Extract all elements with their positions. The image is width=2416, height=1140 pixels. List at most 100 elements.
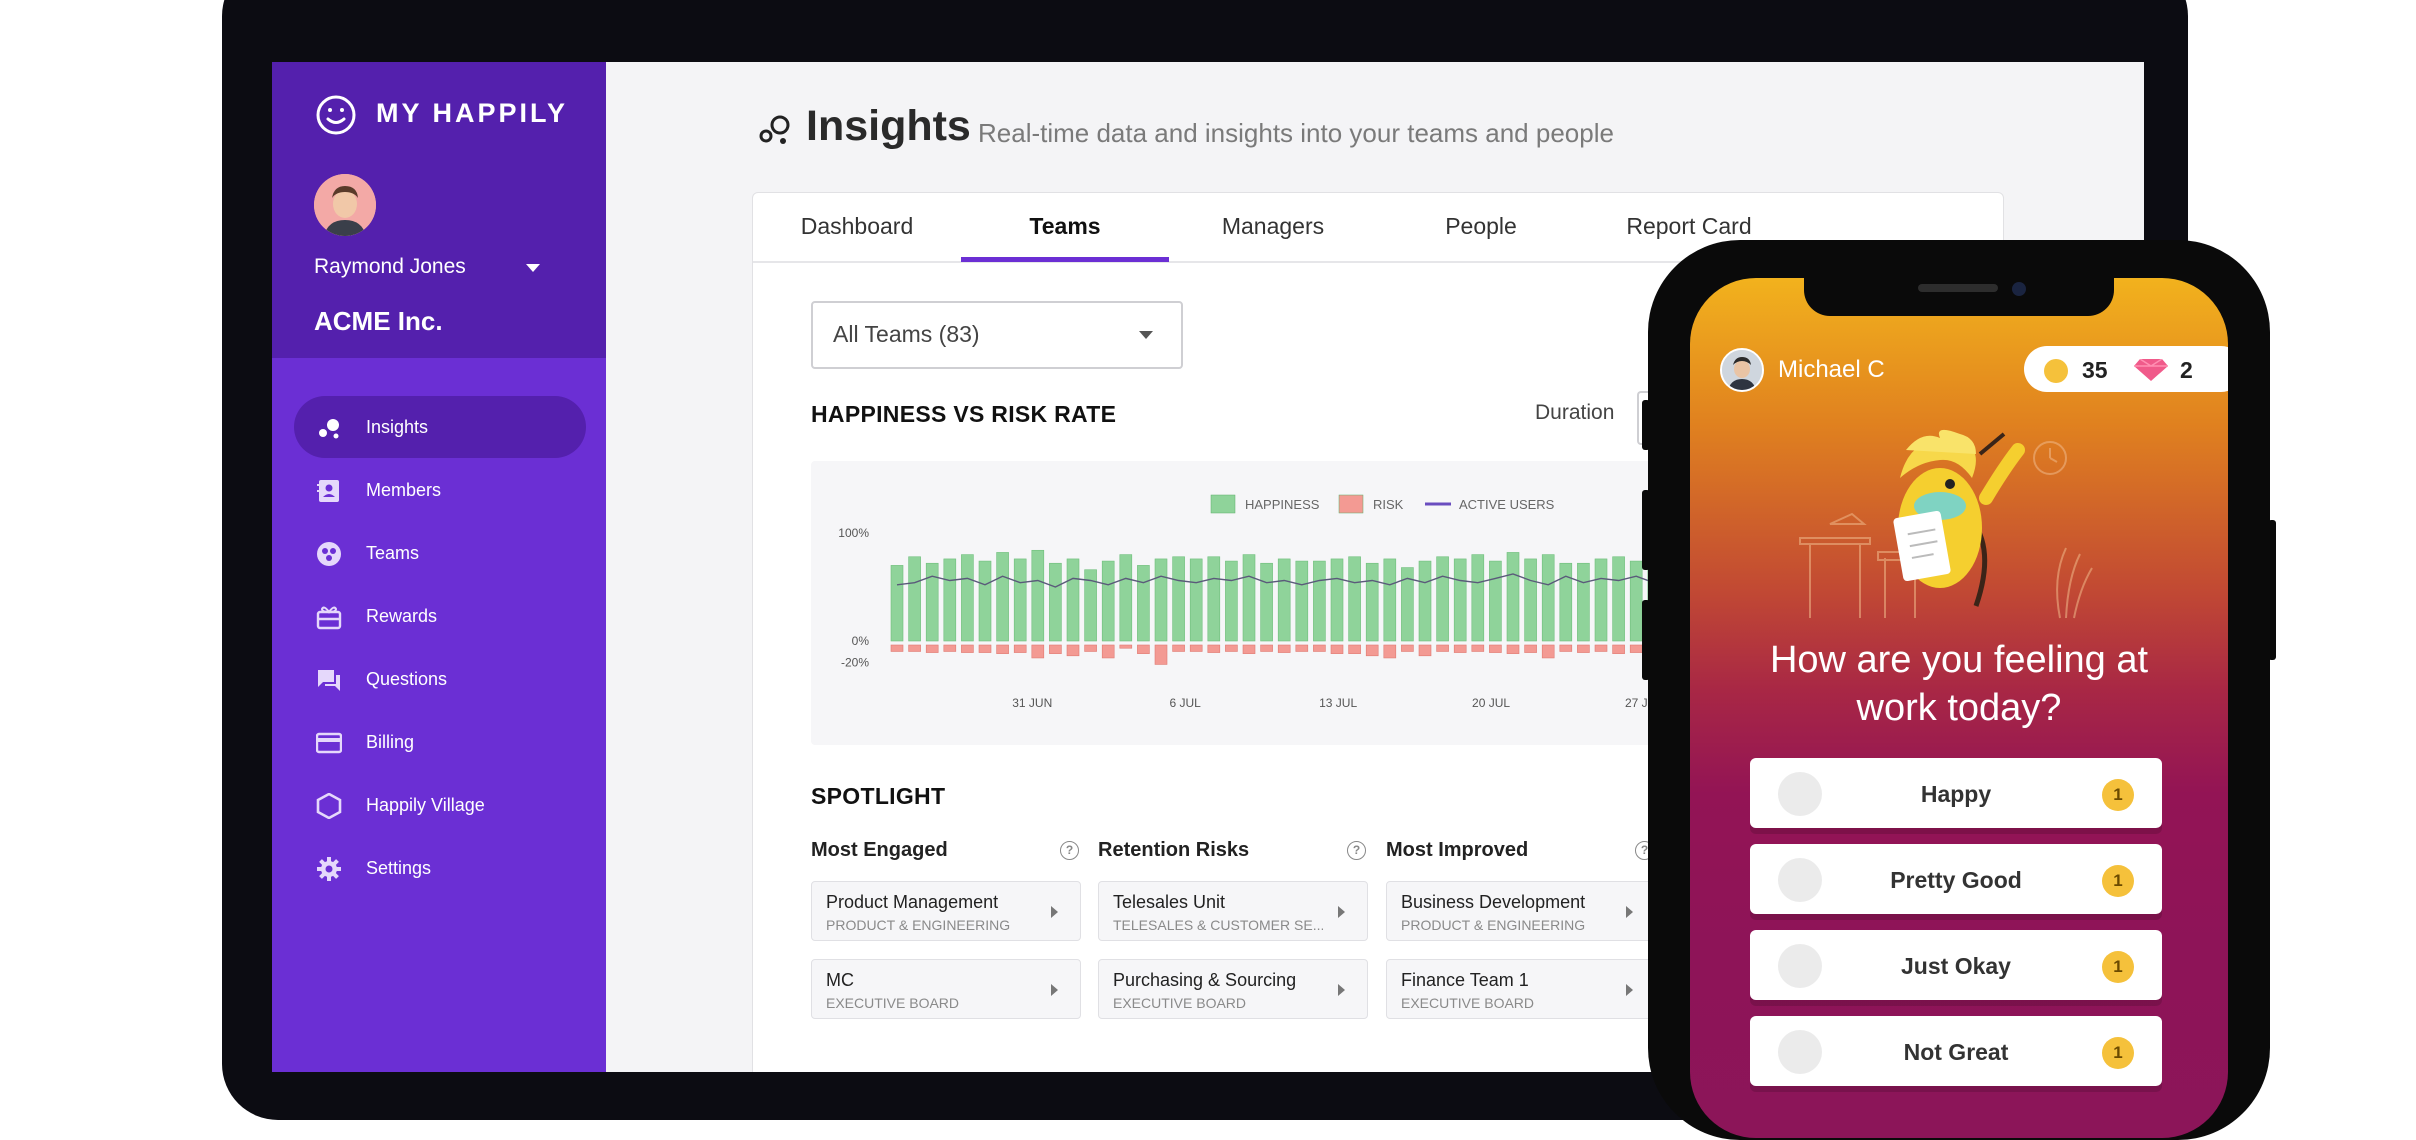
spotlight-item[interactable]: Purchasing & Sourcing EXECUTIVE BOARD xyxy=(1098,959,1368,1019)
sidebar-item-teams[interactable]: Teams xyxy=(294,522,586,584)
happiness-bar xyxy=(961,554,974,642)
sidebar-item-members[interactable]: Members xyxy=(294,459,586,521)
tab-people[interactable]: People xyxy=(1445,213,1517,239)
risk-bar xyxy=(1489,644,1502,653)
happiness-bar xyxy=(1154,558,1168,642)
app-logo-text: MY HAPPILY xyxy=(376,98,569,128)
risk-bar xyxy=(890,644,904,652)
happiness-bar xyxy=(1172,556,1185,642)
user-menu-caret-icon[interactable] xyxy=(526,264,540,272)
page-subtitle: Real-time data and insights into your te… xyxy=(978,118,1614,148)
happiness-bar xyxy=(1119,554,1133,642)
happiness-bar xyxy=(1559,562,1573,642)
happiness-bar xyxy=(1506,552,1520,642)
sidebar-item-settings[interactable]: Settings xyxy=(294,837,586,899)
team-filter-select[interactable]: All Teams (83) xyxy=(811,301,1183,369)
chevron-right-icon xyxy=(1051,906,1058,918)
spotlight-retention-risks: Retention Risks? Telesales Unit TELESALES… xyxy=(1098,839,1368,1019)
gem-count: 2 xyxy=(2180,357,2193,383)
active-users-line xyxy=(896,573,1711,588)
phone-side-button xyxy=(1642,600,1650,680)
sidebar-item-billing[interactable]: Billing xyxy=(294,711,586,773)
help-icon[interactable]: ? xyxy=(1060,841,1079,860)
mood-option-pretty-good[interactable]: Pretty Good 1 xyxy=(1750,844,2162,914)
sidebar-item-rewards[interactable]: Rewards xyxy=(294,585,586,647)
spotlight-item-group: EXECUTIVE BOARD xyxy=(826,995,960,1011)
spotlight-item-name: Business Development xyxy=(1401,892,1586,912)
chevron-right-icon xyxy=(1338,906,1345,918)
sidebar-item-insights[interactable]: Insights xyxy=(294,396,586,458)
risk-bar xyxy=(1383,644,1397,659)
y-tick-label: -20% xyxy=(841,656,869,670)
spotlight-item[interactable]: Business Development PRODUCT & ENGINEERIN… xyxy=(1386,881,1656,941)
mood-count-badge: 1 xyxy=(2102,1037,2134,1069)
legend-swatch xyxy=(1338,494,1364,514)
avatar-portrait-icon xyxy=(314,174,376,236)
risk-bar xyxy=(943,644,957,652)
sidebar-item-questions[interactable]: Questions xyxy=(294,648,586,710)
org-name: ACME Inc. xyxy=(314,306,443,336)
spotlight-item[interactable]: Product Management PRODUCT & ENGINEERING xyxy=(811,881,1081,941)
x-tick-label: 20 JUL xyxy=(1472,696,1510,710)
spotlight-heading-text: Most Engaged xyxy=(811,839,948,861)
mood-question: How are you feeling at work today? xyxy=(1769,639,2149,729)
tab-dashboard[interactable]: Dashboard xyxy=(800,213,914,239)
risk-bar xyxy=(1049,644,1062,654)
spotlight-item[interactable]: Finance Team 1 EXECUTIVE BOARD xyxy=(1386,959,1656,1019)
tab-managers[interactable]: Managers xyxy=(1221,213,1325,239)
mood-count-badge: 1 xyxy=(2102,779,2134,811)
avatar-portrait-icon xyxy=(1722,350,1762,390)
risk-bar xyxy=(1295,644,1309,652)
spotlight-most-engaged: Most Engaged? Product Management PRODUCT … xyxy=(811,839,1081,1019)
user-name[interactable]: Raymond Jones xyxy=(314,255,466,278)
mood-label: Pretty Good xyxy=(1890,867,2022,893)
user-avatar[interactable] xyxy=(314,174,376,236)
tab-teams[interactable]: Teams xyxy=(1029,213,1101,239)
legend-swatch xyxy=(1210,494,1236,514)
tab-report-card[interactable]: Report Card xyxy=(1626,213,1752,239)
chevron-down-icon xyxy=(1139,331,1153,339)
risk-bar xyxy=(1189,644,1203,652)
spotlight-item[interactable]: Telesales Unit TELESALES & CUSTOMER SE... xyxy=(1098,881,1368,941)
mood-option-happy[interactable]: Happy 1 xyxy=(1750,758,2162,828)
happiness-bar xyxy=(1260,562,1273,642)
risk-bar xyxy=(1172,644,1185,652)
x-tick-label: 6 JUL xyxy=(1169,696,1201,710)
mood-option-not-great[interactable]: Not Great 1 xyxy=(1750,1016,2162,1086)
happiness-bar xyxy=(1013,558,1027,642)
risk-bar xyxy=(1207,644,1221,653)
mood-label: Happy xyxy=(1920,781,1992,807)
phone-side-button xyxy=(2268,520,2276,660)
sidebar-item-label: Members xyxy=(366,480,442,500)
spotlight-item[interactable]: MC EXECUTIVE BOARD xyxy=(811,959,1081,1019)
help-icon[interactable]: ? xyxy=(1347,841,1366,860)
spotlight-most-improved: Most Improved? Business Development PRODU… xyxy=(1386,839,1656,1019)
risk-bar xyxy=(1559,644,1573,652)
mood-count-badge: 1 xyxy=(2102,865,2134,897)
mood-option-just-okay[interactable]: Just Okay 1 xyxy=(1750,930,2162,1000)
coin-icon xyxy=(2044,359,2068,383)
members-icon xyxy=(317,480,339,502)
mascot-illustration xyxy=(1799,429,2093,619)
phone-user-name: Michael C xyxy=(1778,356,1885,383)
phone-camera xyxy=(2012,282,2026,296)
risk-bar xyxy=(1260,644,1273,652)
insights-page-icon xyxy=(759,115,790,144)
spotlight-item-name: Product Management xyxy=(826,892,999,912)
happiness-bar xyxy=(1436,556,1449,642)
risk-bar xyxy=(961,644,974,653)
x-tick-label: 13 JUL xyxy=(1319,696,1357,710)
y-tick-label: 0% xyxy=(852,634,870,648)
sidebar-item-happily-village[interactable]: Happily Village xyxy=(294,774,586,836)
happiness-bar xyxy=(978,560,992,642)
mood-count-badge: 1 xyxy=(2102,951,2134,983)
happiness-bar xyxy=(1383,558,1397,642)
spotlight-heading-text: Most Improved xyxy=(1386,839,1529,861)
sidebar-item-label: Teams xyxy=(366,543,420,563)
spotlight-heading-text: Retention Risks xyxy=(1098,839,1250,861)
risk-bar xyxy=(1154,644,1168,665)
rewards-icon xyxy=(316,606,342,630)
happiness-bar xyxy=(1524,558,1537,642)
legend-label: HAPPINESS xyxy=(1245,497,1320,512)
phone-user-avatar[interactable] xyxy=(1720,348,1764,392)
